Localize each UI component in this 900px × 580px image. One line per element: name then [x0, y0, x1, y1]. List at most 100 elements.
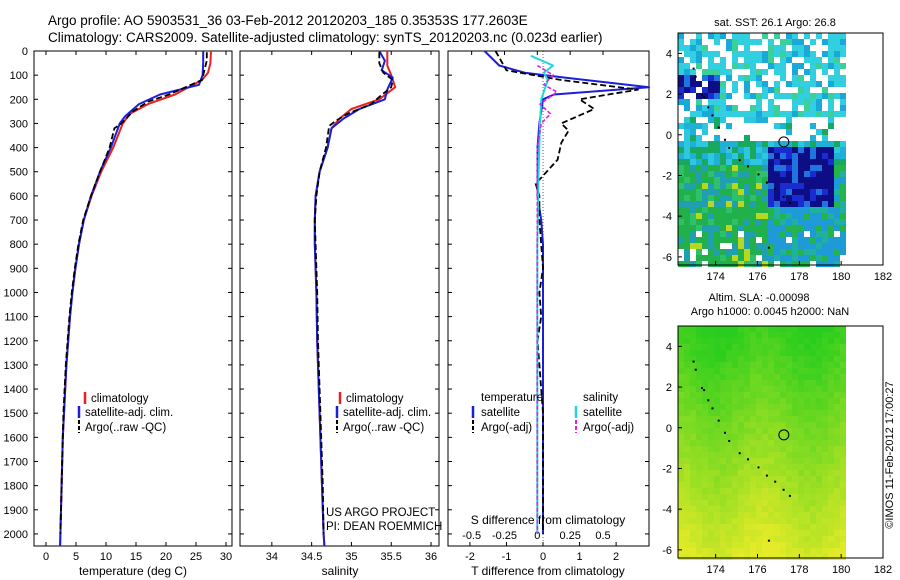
map-cell — [714, 201, 720, 207]
map-cell — [792, 476, 798, 482]
map-cell — [744, 428, 750, 434]
map-cell — [750, 57, 756, 63]
map-cell — [774, 362, 780, 368]
map-cell — [702, 105, 708, 111]
map-cell — [732, 177, 738, 183]
depth-tick-label: 600 — [10, 191, 28, 203]
map-cell — [738, 416, 744, 422]
map-cell — [738, 195, 744, 201]
map-cell — [798, 87, 804, 93]
depth-tick-label: 800 — [10, 239, 28, 251]
map-cell — [834, 392, 840, 398]
map-cell — [684, 464, 690, 470]
map-cell — [714, 512, 720, 518]
map-cell — [744, 398, 750, 404]
map-cell — [822, 153, 828, 159]
map-cell — [714, 117, 720, 123]
map-cell — [720, 542, 726, 548]
map-cell — [690, 446, 696, 452]
map-cell — [750, 189, 756, 195]
map-cell — [792, 183, 798, 189]
legend-s-satellite: satellite — [583, 407, 622, 419]
map-cell — [714, 416, 720, 422]
map-cell — [840, 63, 846, 69]
map-cell — [678, 231, 684, 237]
map-cell — [726, 506, 732, 512]
map-cell — [816, 195, 822, 201]
map-cell — [708, 422, 714, 428]
map-cell — [732, 446, 738, 452]
map-cell — [714, 500, 720, 506]
map-cell — [822, 165, 828, 171]
map-cell — [714, 374, 720, 380]
map-cell — [756, 458, 762, 464]
map-cell — [840, 171, 846, 177]
map-cell — [702, 440, 708, 446]
map-cell — [726, 356, 732, 362]
coastline-dot — [747, 165, 749, 168]
map-cell — [780, 446, 786, 452]
map-cell — [840, 488, 846, 494]
map-cell — [738, 530, 744, 536]
map-cell — [756, 476, 762, 482]
map-cell — [690, 548, 696, 554]
map-cell — [720, 368, 726, 374]
map-cell — [726, 195, 732, 201]
map-cell — [834, 518, 840, 524]
map-cell — [762, 368, 768, 374]
map-cell — [744, 141, 750, 147]
depth-tick-label: 1400 — [4, 384, 28, 396]
map-cell — [810, 482, 816, 488]
map-cell — [720, 332, 726, 338]
map-cell — [708, 332, 714, 338]
coastline-dot — [703, 389, 706, 392]
map-cell — [744, 189, 750, 195]
map-cell — [792, 518, 798, 524]
map-cell — [792, 177, 798, 183]
map-cell — [726, 159, 732, 165]
map-cell — [690, 81, 696, 87]
depth-tick-label: 1600 — [4, 432, 28, 444]
map-cell — [708, 201, 714, 207]
map-cell — [744, 249, 750, 255]
map-cell — [678, 488, 684, 494]
map-cell — [720, 434, 726, 440]
map-cell — [744, 117, 750, 123]
coastline-dot — [701, 387, 703, 390]
map-cell — [762, 410, 768, 416]
map-cell — [762, 554, 768, 560]
map-cell — [738, 464, 744, 470]
map-cell — [834, 548, 840, 554]
map-cell — [840, 482, 846, 488]
depth-tick-label: 300 — [10, 118, 28, 130]
map-cell — [732, 189, 738, 195]
map-cell — [798, 434, 804, 440]
map-cell — [804, 57, 810, 63]
map-cell — [780, 249, 786, 255]
map-cell — [684, 225, 690, 231]
map-cell — [786, 177, 792, 183]
map-cell — [744, 338, 750, 344]
map-cell — [834, 255, 840, 261]
salinity-legend: climatology satellite-adj. clim. Argo(..… — [335, 392, 431, 434]
depth-tick-label: 100 — [10, 70, 28, 82]
map-cell — [840, 404, 846, 410]
map-cell — [774, 237, 780, 243]
map-cell — [756, 153, 762, 159]
map-cell — [756, 183, 762, 189]
map-cell — [816, 524, 822, 530]
map-x-tick-label: 178 — [790, 271, 808, 283]
map-cell — [834, 374, 840, 380]
map-cell — [792, 386, 798, 392]
map-cell — [732, 57, 738, 63]
map-cell — [780, 548, 786, 554]
map-cell — [786, 344, 792, 350]
map-cell — [786, 171, 792, 177]
map-cell — [714, 249, 720, 255]
map-cell — [804, 380, 810, 386]
map-cell — [816, 165, 822, 171]
map-cell — [720, 147, 726, 153]
title-line-1: Argo profile: AO 5903531_36 03-Feb-2012 … — [48, 13, 528, 28]
map-cell — [684, 338, 690, 344]
map-cell — [798, 326, 804, 332]
